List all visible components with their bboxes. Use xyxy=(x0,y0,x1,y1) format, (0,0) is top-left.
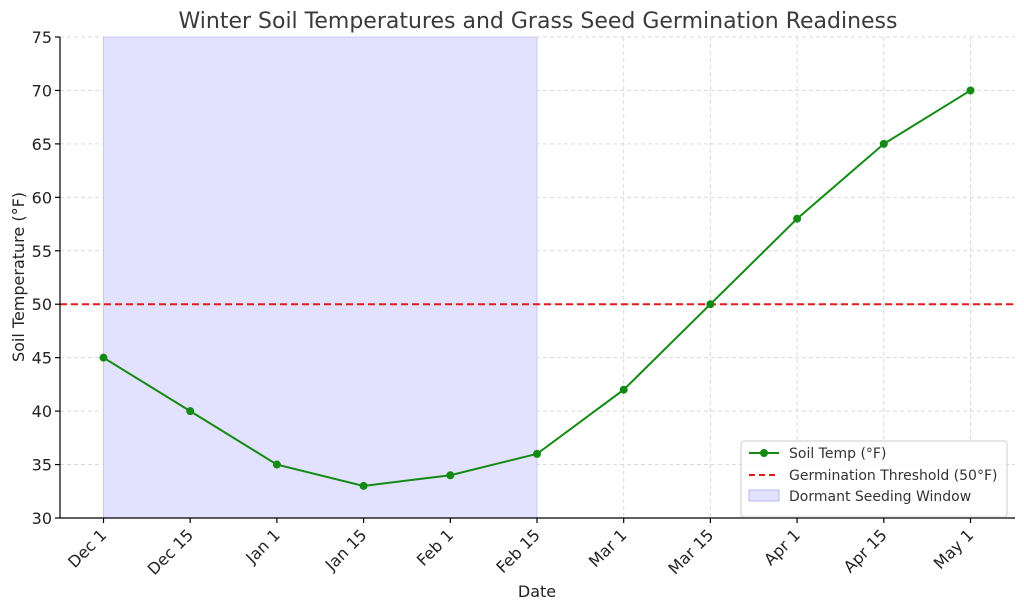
y-tick-label: 75 xyxy=(32,28,52,47)
data-point xyxy=(186,407,195,416)
data-point xyxy=(272,460,281,469)
dormant-seeding-window xyxy=(103,36,538,519)
y-tick-label: 40 xyxy=(32,402,52,421)
legend-series-label: Soil Temp (°F) xyxy=(789,446,886,462)
y-tick-label: 35 xyxy=(32,456,52,475)
legend-region-label: Dormant Seeding Window xyxy=(789,489,971,505)
legend: Soil Temp (°F) Germination Threshold (50… xyxy=(740,440,1008,518)
data-point xyxy=(966,86,975,95)
y-tick-label: 70 xyxy=(32,81,52,100)
legend-series-marker xyxy=(760,449,768,457)
data-point xyxy=(359,481,368,490)
y-tick-label: 55 xyxy=(32,242,52,261)
y-tick-label: 50 xyxy=(32,295,52,314)
y-tick-label: 60 xyxy=(32,188,52,207)
data-point xyxy=(619,385,628,394)
data-point xyxy=(706,300,715,309)
x-axis-label: Date xyxy=(518,582,556,601)
data-point xyxy=(533,449,541,458)
y-tick-label: 45 xyxy=(32,349,52,368)
y-ticks: 30 35 40 45 50 55 60 65 70 75 xyxy=(32,28,60,528)
y-tick-label: 30 xyxy=(32,509,52,528)
data-point xyxy=(793,214,802,223)
series-layer xyxy=(99,86,975,490)
y-axis-label: Soil Temperature (°F) xyxy=(9,192,28,362)
data-point xyxy=(99,353,108,362)
legend-threshold-label: Germination Threshold (50°F) xyxy=(789,468,997,484)
dormant-seeding-region xyxy=(103,36,538,519)
legend-box xyxy=(740,440,1008,518)
chart-title: Winter Soil Temperatures and Grass Seed … xyxy=(179,9,898,34)
legend-region-swatch xyxy=(748,489,780,502)
y-tick-label: 65 xyxy=(32,135,52,154)
data-point xyxy=(446,471,455,480)
data-point xyxy=(879,139,888,148)
